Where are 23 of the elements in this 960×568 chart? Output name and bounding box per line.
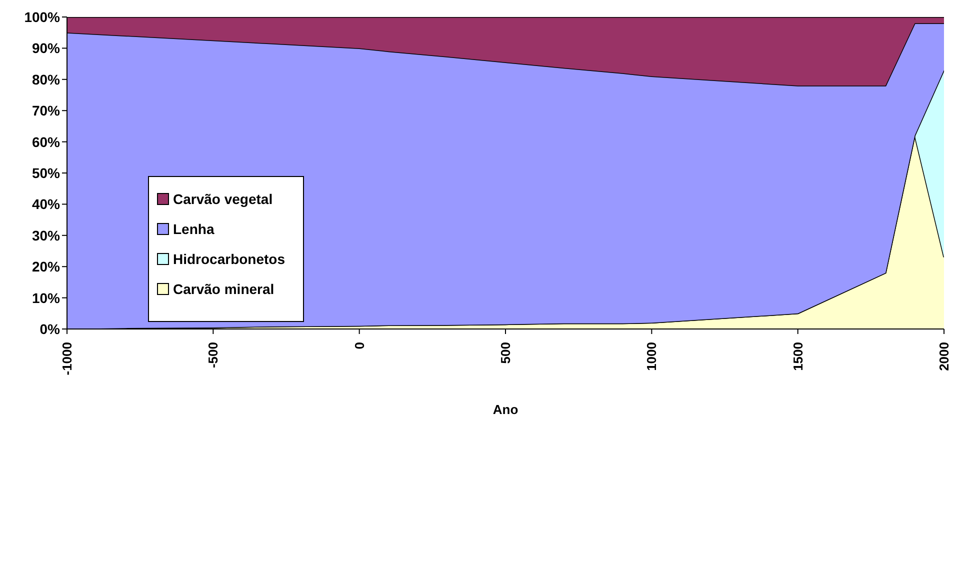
y-tick-label: 70% xyxy=(32,102,61,119)
x-axis-title: Ano xyxy=(492,402,518,417)
x-tick-label: -500 xyxy=(206,342,221,368)
y-tick-label: 10% xyxy=(32,290,61,306)
legend-label: Lenha xyxy=(173,221,214,237)
y-tick-label: 90% xyxy=(32,40,61,56)
y-tick-label: 0% xyxy=(40,320,61,337)
y-tick-label: 30% xyxy=(32,227,61,244)
x-tick-label: 2000 xyxy=(936,342,952,371)
legend-label: Hidrocarbonetos xyxy=(173,251,286,267)
x-tick-label: 1000 xyxy=(644,342,660,371)
x-tick-label: 1500 xyxy=(790,342,806,371)
legend-label: Carvão mineral xyxy=(173,281,274,297)
y-tick-label: 50% xyxy=(32,164,61,181)
x-tick-label: -1000 xyxy=(60,342,74,376)
x-tick-label: 0 xyxy=(352,342,367,350)
y-tick-label: 80% xyxy=(32,71,61,88)
y-tick-label: 40% xyxy=(32,196,61,212)
y-tick-label: 100% xyxy=(24,8,61,25)
legend-label: Carvão vegetal xyxy=(173,191,273,207)
y-tick-label: 60% xyxy=(32,134,61,150)
x-tick-label: 500 xyxy=(498,342,513,364)
y-tick-label: 20% xyxy=(32,258,61,275)
